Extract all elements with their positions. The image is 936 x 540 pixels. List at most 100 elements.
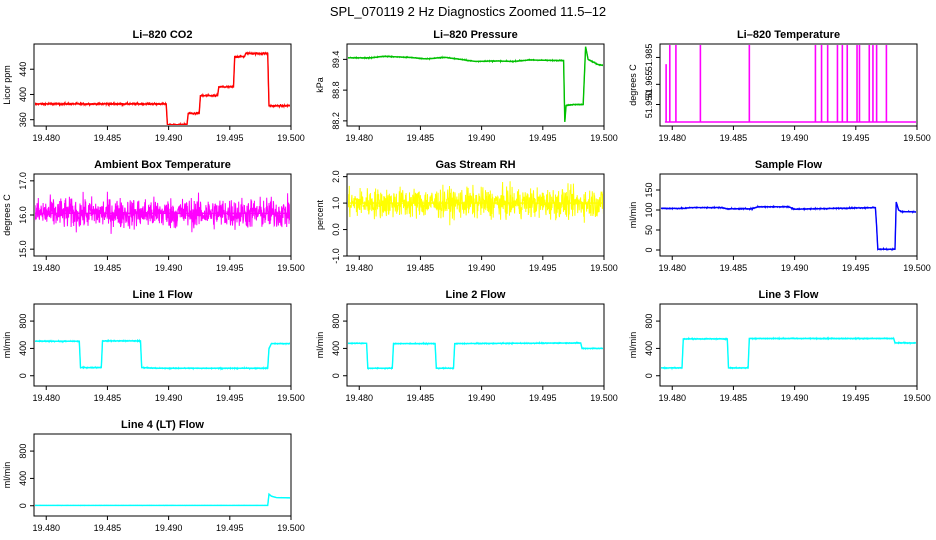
x-tick-label: 19.480	[32, 523, 60, 533]
x-tick-label: 19.495	[529, 393, 557, 403]
x-tick-label: 19.500	[277, 523, 305, 533]
y-tick-label: 0	[644, 247, 654, 252]
panel-title: Line 4 (LT) Flow	[121, 419, 204, 431]
x-tick-label: 19.485	[94, 523, 122, 533]
series-line-1	[661, 202, 916, 252]
x-tick-label: 19.480	[658, 133, 686, 143]
series-line-1	[35, 492, 290, 507]
y-axis-label: ml/min	[315, 332, 325, 359]
plot-frame	[346, 303, 605, 387]
x-tick-label: 19.480	[345, 393, 373, 403]
x-tick-label: 19.485	[407, 263, 435, 273]
series-profile-1	[35, 492, 290, 507]
series-line-1	[35, 50, 290, 125]
x-tick-label: 19.500	[590, 393, 618, 403]
y-tick-label: 800	[18, 314, 28, 329]
y-tick-label: 88.2	[331, 112, 341, 130]
x-tick-label: 19.500	[277, 393, 305, 403]
y-tick-label: 2.0	[331, 170, 341, 183]
series-profile-1	[348, 46, 603, 122]
y-axis-label: ml/min	[628, 202, 638, 229]
panel-4: Ambient Box Temperature degrees C 19.480 19…	[2, 159, 305, 273]
x-tick-label: 19.490	[155, 523, 183, 533]
x-tick-label: 19.480	[658, 263, 686, 273]
x-tick-label: 19.500	[277, 133, 305, 143]
y-tick-label: 100	[644, 202, 654, 217]
y-tick-label: 88.8	[331, 81, 341, 99]
x-tick-label: 19.495	[216, 263, 244, 273]
y-tick-label: 400	[18, 87, 28, 102]
panel-title: Gas Stream RH	[435, 159, 515, 171]
series-profile-1	[35, 340, 290, 369]
x-tick-label: 19.495	[842, 263, 870, 273]
x-tick-label: 19.485	[407, 393, 435, 403]
panels: Li–820 CO2 Licor ppm 19.480 19.485 19.490 19.…	[2, 29, 931, 533]
x-tick-label: 19.480	[32, 133, 60, 143]
panel-5: Gas Stream RH percent 19.480 19.485 19.490 19…	[315, 159, 618, 273]
series-profile-1	[661, 201, 916, 250]
x-tick-label: 19.490	[468, 263, 496, 273]
x-tick-label: 19.485	[720, 133, 748, 143]
series-profile-1	[348, 342, 603, 369]
x-tick-label: 19.485	[94, 263, 122, 273]
y-tick-label: 400	[18, 341, 28, 356]
x-tick-label: 19.485	[94, 133, 122, 143]
plot-frame	[659, 43, 918, 127]
x-tick-label: 19.500	[277, 263, 305, 273]
y-tick-label: 15.0	[18, 240, 28, 258]
x-tick-label: 19.480	[345, 133, 373, 143]
y-axis-label: ml/min	[2, 332, 12, 359]
x-tick-label: 19.490	[781, 263, 809, 273]
series-profile-1	[35, 52, 290, 125]
series-line-1	[348, 340, 603, 371]
y-tick-label: 0	[18, 503, 28, 508]
y-tick-label: 800	[18, 444, 28, 459]
panel-title: Sample Flow	[755, 159, 823, 171]
series-line-1	[661, 336, 916, 371]
panel-7: Line 1 Flow ml/min 19.480 19.485 19.490 19.49…	[2, 289, 305, 403]
x-tick-label: 19.490	[155, 263, 183, 273]
panel-2: Li–820 Pressure kPa 19.480 19.485 19.490 19.4…	[315, 29, 618, 143]
y-tick-label: 50	[644, 225, 654, 235]
y-tick-label: 51.985	[644, 44, 654, 72]
y-tick-label: 16.0	[18, 206, 28, 224]
x-tick-label: 19.495	[529, 133, 557, 143]
x-tick-label: 19.490	[468, 133, 496, 143]
x-tick-label: 19.495	[216, 133, 244, 143]
panel-title: Line 3 Flow	[759, 289, 819, 301]
plot-frame	[33, 433, 292, 517]
x-tick-label: 19.500	[590, 133, 618, 143]
y-axis-label: degrees C	[628, 64, 638, 106]
panel-title: Line 1 Flow	[133, 289, 193, 301]
plot-frame	[346, 173, 605, 257]
y-tick-label: 17.0	[18, 172, 28, 190]
plot-frame	[33, 303, 292, 387]
x-tick-label: 19.485	[720, 263, 748, 273]
x-tick-label: 19.490	[781, 393, 809, 403]
x-tick-label: 19.500	[590, 263, 618, 273]
panel-title: Ambient Box Temperature	[94, 159, 231, 171]
panel-10: Line 4 (LT) Flow ml/min 19.480 19.485 19.490…	[2, 419, 305, 533]
y-tick-label: 400	[18, 471, 28, 486]
y-tick-label: -1.0	[331, 248, 341, 264]
x-tick-label: 19.480	[345, 263, 373, 273]
x-tick-label: 19.485	[94, 393, 122, 403]
x-tick-label: 19.490	[155, 393, 183, 403]
x-tick-label: 19.485	[407, 133, 435, 143]
x-tick-label: 19.495	[842, 393, 870, 403]
x-tick-label: 19.495	[216, 393, 244, 403]
panel-title: Li–820 CO2	[133, 29, 193, 41]
x-tick-label: 19.495	[529, 263, 557, 273]
y-axis-label: percent	[315, 199, 325, 230]
y-tick-label: 1.0	[331, 197, 341, 210]
x-tick-label: 19.500	[903, 393, 931, 403]
panel-title: Line 2 Flow	[446, 289, 506, 301]
y-tick-label: 51.965	[644, 71, 654, 99]
panel-title: Li–820 Temperature	[737, 29, 840, 41]
panel-9: Line 3 Flow ml/min 19.480 19.485 19.490 19.49…	[628, 289, 931, 403]
y-axis-label: kPa	[315, 77, 325, 93]
y-tick-label: 51.950	[644, 91, 654, 119]
x-tick-label: 19.500	[903, 133, 931, 143]
y-tick-label: 800	[644, 314, 654, 329]
